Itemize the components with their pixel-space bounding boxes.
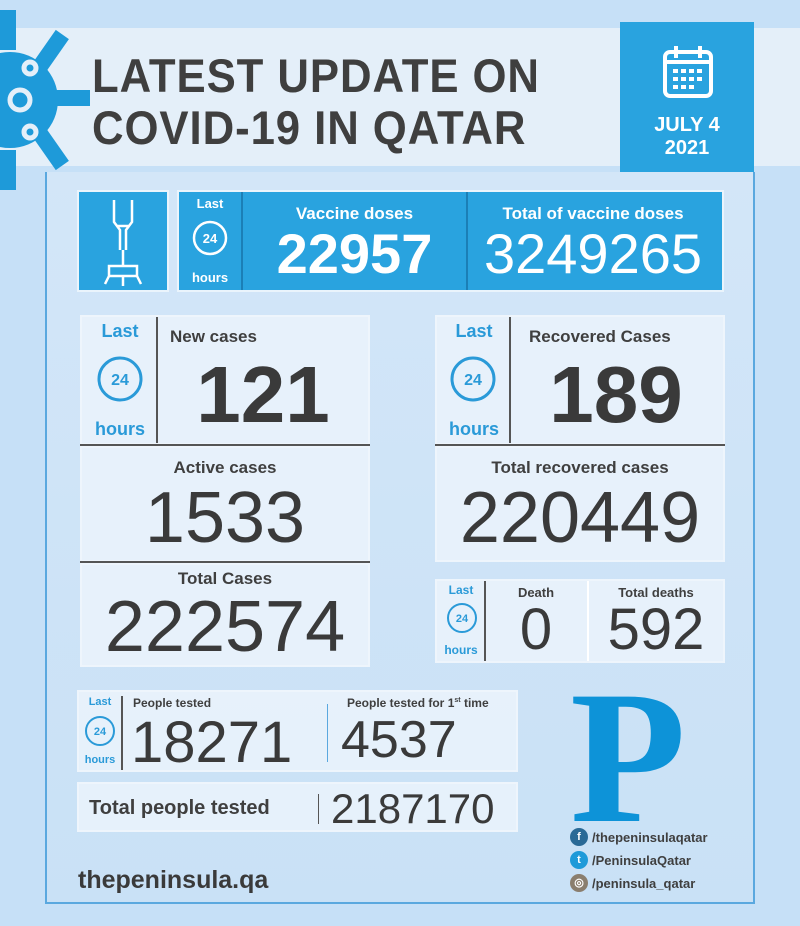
instagram-icon: ◎ — [570, 874, 588, 892]
total-cases-value: 222574 — [104, 587, 346, 667]
clock-24-icon: 24 — [450, 356, 496, 402]
total-cases-card: Total Cases 222574 — [80, 563, 370, 667]
total-vaccine-value: 3249265 — [483, 222, 702, 285]
virus-icon — [0, 10, 90, 190]
last-label: Last — [88, 696, 112, 708]
clock-24-icon: 24 — [192, 220, 228, 256]
tests-card: Last 24 hours People tested 18271 People… — [77, 690, 518, 772]
people-tested-value: 18271 — [131, 710, 293, 775]
new-cases-card: Last 24 hours New cases 121 — [80, 315, 370, 445]
clock-24-icon: 24 — [447, 603, 477, 633]
hours-label: hours — [84, 754, 116, 766]
total-deaths-value: 592 — [607, 597, 705, 662]
recovered-value: 189 — [549, 350, 683, 439]
active-cases-label: Active cases — [173, 458, 277, 477]
first-time-text: People tested for 1 — [347, 696, 455, 710]
last-label: Last — [101, 321, 139, 341]
first-time-label: People tested for 1st time — [347, 696, 489, 710]
hours-label: hours — [444, 643, 478, 657]
total-vaccine-label: Total of vaccine doses — [502, 204, 684, 223]
total-tested-card: Total people tested 2187170 — [77, 782, 518, 832]
calendar-icon — [663, 46, 713, 98]
active-cases-card: Active cases 1533 — [80, 446, 370, 562]
facebook-link[interactable]: f/thepeninsulaqatar — [570, 828, 708, 846]
date-month-day: JULY 4 — [654, 114, 720, 136]
facebook-icon: f — [570, 828, 588, 846]
instagram-link[interactable]: ◎/peninsula_qatar — [570, 874, 695, 892]
total-tested-label: Total people tested — [89, 797, 270, 819]
first-time-value: 4537 — [341, 711, 457, 769]
death-value: 0 — [519, 597, 553, 662]
recovered-card: Last 24 hours Recovered Cases 189 — [435, 315, 725, 445]
page-title: LATEST UPDATE ON COVID-19 IN QATAR — [92, 50, 540, 154]
total-recovered-label: Total recovered cases — [491, 458, 669, 477]
vaccine-doses-value: 22957 — [276, 222, 433, 285]
total-recovered-card: Total recovered cases 220449 — [435, 446, 725, 562]
new-cases-label: New cases — [170, 327, 257, 346]
svg-text:24: 24 — [94, 726, 107, 738]
twitter-link[interactable]: t/PeninsulaQatar — [570, 851, 691, 869]
hours-label: hours — [94, 419, 145, 439]
active-cases-value: 1533 — [144, 478, 306, 558]
last-label: Last — [196, 196, 224, 211]
twitter-icon: t — [570, 851, 588, 869]
svg-text:24: 24 — [111, 372, 129, 389]
syringe-icon — [103, 200, 143, 286]
total-tested-value: 2187170 — [331, 785, 495, 832]
hours-label: hours — [191, 270, 229, 285]
vaccine-box: Last 24 hours Vaccine doses 22957 Total … — [177, 190, 724, 292]
first-time-suffix: time — [460, 696, 489, 710]
facebook-handle: /thepeninsulaqatar — [592, 829, 708, 845]
instagram-handle: /peninsula_qatar — [592, 875, 696, 891]
total-cases-label: Total Cases — [177, 569, 273, 588]
total-recovered-value: 220449 — [459, 478, 701, 558]
hours-label: hours — [448, 419, 499, 439]
recovered-label: Recovered Cases — [529, 327, 671, 346]
people-tested-label: People tested — [133, 696, 212, 710]
last-label: Last — [448, 583, 474, 597]
svg-text:24: 24 — [464, 372, 482, 389]
vaccine-doses-label: Vaccine doses — [295, 204, 414, 223]
clock-24-icon: 24 — [85, 716, 115, 746]
vaccine-icon-box — [77, 190, 169, 292]
new-cases-value: 121 — [196, 350, 330, 439]
title-line-1: LATEST UPDATE ON — [92, 49, 540, 102]
death-label: Death — [517, 585, 555, 600]
clock-24-icon: 24 — [97, 356, 143, 402]
date-box: JULY 4 2021 — [620, 22, 754, 172]
first-time-sup: st — [454, 697, 461, 704]
total-deaths-label: Total deaths — [618, 585, 694, 600]
peninsula-logo: P — [570, 653, 687, 863]
date-year: 2021 — [664, 137, 710, 159]
twitter-handle: /PeninsulaQatar — [592, 852, 691, 868]
deaths-card: Last 24 hours Death 0 Total deaths 592 — [435, 579, 725, 663]
title-line-2: COVID-19 IN QATAR — [92, 101, 527, 154]
svg-text:24: 24 — [456, 613, 469, 625]
website-link[interactable]: thepeninsula.qa — [78, 866, 269, 894]
svg-text:24: 24 — [203, 231, 218, 246]
last-label: Last — [455, 321, 493, 341]
